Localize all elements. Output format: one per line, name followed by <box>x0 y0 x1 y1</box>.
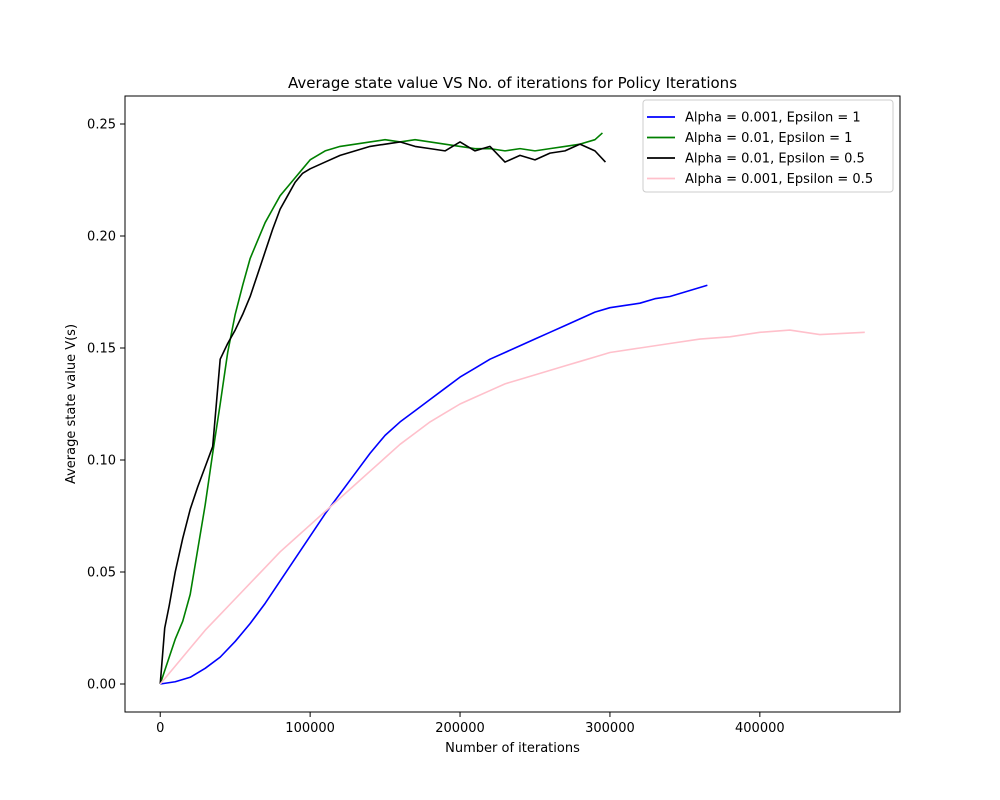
y-axis-title: Average state value V(s) <box>64 324 79 484</box>
y-axis: 0.00 0.05 0.10 0.15 0.20 0.25 <box>87 118 125 693</box>
y-tick-label: 0.05 <box>87 566 116 581</box>
chart-title: Average state value VS No. of iterations… <box>288 74 737 92</box>
x-tick-label: 0 <box>156 721 164 736</box>
x-tick-label: 300000 <box>585 721 635 736</box>
x-axis: 0 100000 200000 300000 400000 <box>156 712 785 736</box>
y-tick-label: 0.25 <box>87 118 116 133</box>
y-tick-label: 0.15 <box>87 342 116 357</box>
legend-label: Alpha = 0.01, Epsilon = 1 <box>685 131 852 146</box>
series-line-1 <box>160 284 708 685</box>
legend-label: Alpha = 0.001, Epsilon = 0.5 <box>685 172 873 187</box>
y-tick-label: 0.10 <box>87 454 116 469</box>
y-tick-label: 0.00 <box>87 678 116 693</box>
x-tick-label: 100000 <box>285 721 335 736</box>
axes-frame <box>124 95 901 713</box>
series-line-2 <box>159 132 603 685</box>
series-line-3 <box>159 141 607 685</box>
x-axis-title: Number of iterations <box>445 741 580 756</box>
plot-area <box>159 132 865 685</box>
legend-box <box>642 99 894 193</box>
series-line-4 <box>159 329 865 685</box>
x-tick-label: 200000 <box>435 721 485 736</box>
legend-label: Alpha = 0.01, Epsilon = 0.5 <box>685 152 865 167</box>
y-tick-label: 0.20 <box>87 230 116 245</box>
legend-label: Alpha = 0.001, Epsilon = 1 <box>685 111 861 126</box>
x-tick-label: 400000 <box>735 721 785 736</box>
legend: Alpha = 0.001, Epsilon = 1 Alpha = 0.01, … <box>642 99 894 193</box>
